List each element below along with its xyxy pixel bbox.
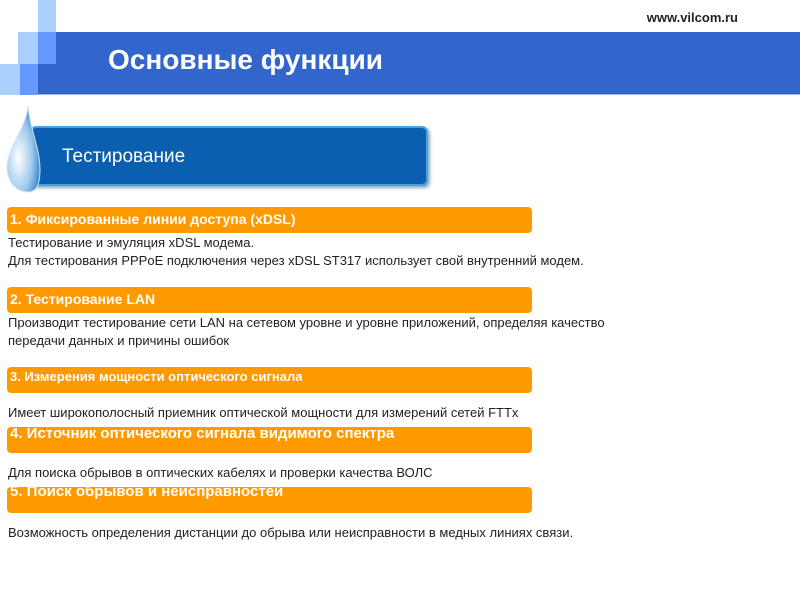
item-text: Возможность определения дистанции до обр… bbox=[8, 525, 574, 540]
item-text: Тестирование и эмуляция xDSL модема. bbox=[8, 235, 255, 250]
title-band bbox=[38, 32, 800, 95]
item-heading-5: 5. Поиск обрывов и неисправностей bbox=[7, 487, 532, 513]
decor-square bbox=[20, 64, 38, 95]
item-text: передачи данных и причины ошибок bbox=[8, 333, 230, 348]
item-heading-3: 3. Измерения мощности оптического сигнал… bbox=[7, 367, 532, 393]
decor-square bbox=[38, 32, 56, 64]
item-text: Для тестирования PPPoE подключения через… bbox=[8, 253, 584, 268]
water-drop-icon bbox=[6, 105, 41, 193]
item-text: Для поиска обрывов в оптических кабелях … bbox=[8, 465, 433, 480]
section-label: Тестирование bbox=[62, 146, 186, 167]
decor-square bbox=[0, 64, 20, 95]
item-heading-2: 2. Тестирование LAN bbox=[7, 287, 532, 313]
decor-square bbox=[38, 0, 56, 32]
item-text: Имеет широкополосный приемник оптической… bbox=[8, 405, 519, 420]
website-url: www.vilcom.ru bbox=[646, 10, 738, 25]
section-tab bbox=[30, 126, 428, 186]
item-heading-1: 1. Фиксированные линии доступа (xDSL) bbox=[7, 207, 532, 233]
decor-square bbox=[18, 32, 38, 64]
item-heading-4: 4. Источник оптического сигнала видимого… bbox=[7, 427, 532, 453]
page-title: Основные функции bbox=[108, 44, 384, 75]
item-text: Производит тестирование сети LAN на сете… bbox=[8, 315, 605, 330]
